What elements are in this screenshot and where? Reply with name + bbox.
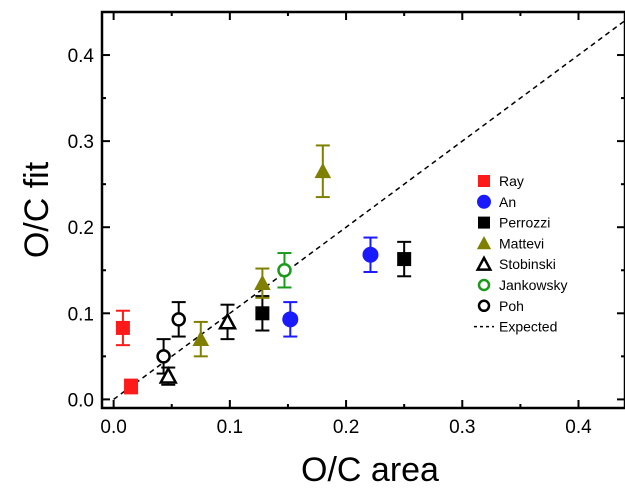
y-tick-label: 0.4 xyxy=(68,46,95,67)
stobinski-point xyxy=(158,366,178,384)
poh-point xyxy=(156,349,171,364)
legend-marker-an xyxy=(477,194,491,209)
legend-label-an: An xyxy=(499,194,516,210)
stobinski-point xyxy=(217,311,238,330)
jankowsky-point xyxy=(277,263,292,278)
y-axis-title: O/C fit xyxy=(18,161,56,258)
y-tick-label: 0.0 xyxy=(68,390,94,411)
legend: Ray An Perrozzi Mattevi Stobinski Jankowsky Po… xyxy=(474,173,567,335)
legend-marker-jankowsky xyxy=(477,278,491,292)
x-tick-label: 0.3 xyxy=(449,417,475,438)
mattevi-point xyxy=(192,330,210,346)
ray-point xyxy=(115,320,130,335)
x-tick-label: 0.4 xyxy=(565,417,592,438)
tick-layer: 0.0 0.1 0.2 0.3 0.4 0.0 0.1 0.2 0.3 0.4 xyxy=(68,12,625,438)
legend-marker-ray xyxy=(478,175,490,187)
legend-marker-mattevi xyxy=(476,236,492,250)
plot-frame xyxy=(100,10,625,410)
x-tick-label: 0.1 xyxy=(217,417,243,438)
legend-label-perrozzi: Perrozzi xyxy=(499,215,550,231)
x-tick-label: 0.2 xyxy=(333,417,359,438)
an-point xyxy=(362,246,379,263)
y-tick-label: 0.2 xyxy=(68,218,94,239)
legend-label-stobinski: Stobinski xyxy=(499,256,556,272)
legend-label-ray: Ray xyxy=(499,173,524,189)
expected-line-layer xyxy=(113,20,625,400)
legend-marker-perrozzi xyxy=(478,216,490,229)
an-point xyxy=(282,311,299,328)
y-tick-label: 0.3 xyxy=(68,132,94,153)
mattevi-point xyxy=(254,274,271,291)
legend-marker-stobinski xyxy=(475,255,493,271)
expected-line xyxy=(113,20,625,400)
legend-label-expected: Expected xyxy=(499,319,557,335)
mattevi-point xyxy=(314,162,332,179)
poh-point xyxy=(171,312,186,327)
perrozzi-point xyxy=(397,252,412,267)
data-point-layer xyxy=(115,162,412,394)
legend-marker-poh xyxy=(477,299,491,313)
x-tick-label: 0.0 xyxy=(100,417,126,438)
perrozzi-point xyxy=(255,306,270,321)
legend-label-jankowsky: Jankowsky xyxy=(499,277,567,293)
y-tick-label: 0.1 xyxy=(68,304,94,325)
legend-label-poh: Poh xyxy=(499,298,524,314)
ray-point xyxy=(124,379,139,394)
x-axis-title: O/C area xyxy=(301,451,439,489)
legend-label-mattevi: Mattevi xyxy=(499,235,544,251)
